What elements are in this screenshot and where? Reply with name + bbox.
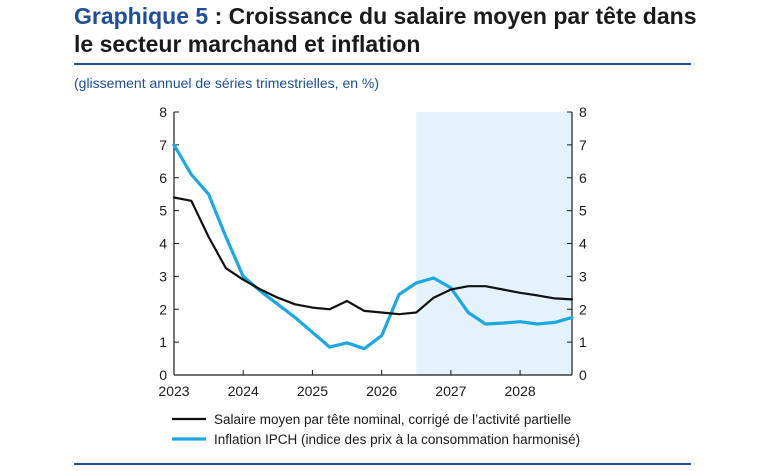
y-tick-label-right: 7 — [579, 137, 587, 153]
chart-axes: 0 0 1 1 2 2 3 3 4 4 5 5 6 6 7 7 8 8 2023 2024 2025 2026 2027 20… — [158, 104, 587, 399]
projection-shaded-area — [416, 112, 572, 375]
y-tick-label-left: 2 — [159, 301, 167, 317]
y-tick-label-right: 2 — [579, 301, 587, 317]
top-divider — [74, 63, 691, 65]
y-tick-label-right: 5 — [579, 203, 587, 219]
y-tick-label-right: 6 — [579, 170, 587, 186]
series-salaire-line — [172, 196, 574, 316]
x-tick-label: 2027 — [435, 383, 466, 399]
series-layer — [172, 143, 574, 351]
x-tick-label: 2024 — [228, 383, 259, 399]
chart-title-text: : Croissance du salaire moyen par tête d… — [74, 3, 697, 57]
y-tick-label-left: 5 — [159, 203, 167, 219]
y-tick-label-right: 3 — [579, 268, 587, 284]
legend-label-ipch: Inflation IPCH (indice des prix à la con… — [214, 432, 580, 447]
legend-label-salaire: Salaire moyen par tête nominal, corrigé … — [214, 412, 571, 427]
x-tick-label: 2026 — [366, 383, 397, 399]
y-tick-label-left: 7 — [159, 137, 167, 153]
y-tick-label-left: 6 — [159, 170, 167, 186]
x-tick-label: 2023 — [158, 383, 189, 399]
y-tick-label-left: 4 — [159, 236, 167, 252]
x-tick-label: 2025 — [297, 383, 328, 399]
chart-title: Graphique 5 : Croissance du salaire moye… — [74, 2, 714, 58]
x-tick-label: 2028 — [505, 383, 536, 399]
y-tick-label-right: 0 — [579, 367, 587, 383]
chart-legend: Salaire moyen par tête nominal, corrigé … — [172, 412, 580, 447]
chart-subtitle: (glissement annuel de séries trimestriel… — [74, 75, 380, 91]
bottom-divider — [74, 463, 691, 465]
y-tick-label-left: 1 — [159, 334, 167, 350]
chart-title-prefix: Graphique 5 — [74, 3, 209, 29]
y-tick-label-right: 8 — [579, 104, 587, 120]
series-ipch-line — [172, 143, 574, 351]
y-tick-label-left: 0 — [159, 367, 167, 383]
y-tick-label-right: 4 — [579, 236, 587, 252]
y-tick-label-left: 8 — [159, 104, 167, 120]
y-tick-label-right: 1 — [579, 334, 587, 350]
y-tick-label-left: 3 — [159, 268, 167, 284]
